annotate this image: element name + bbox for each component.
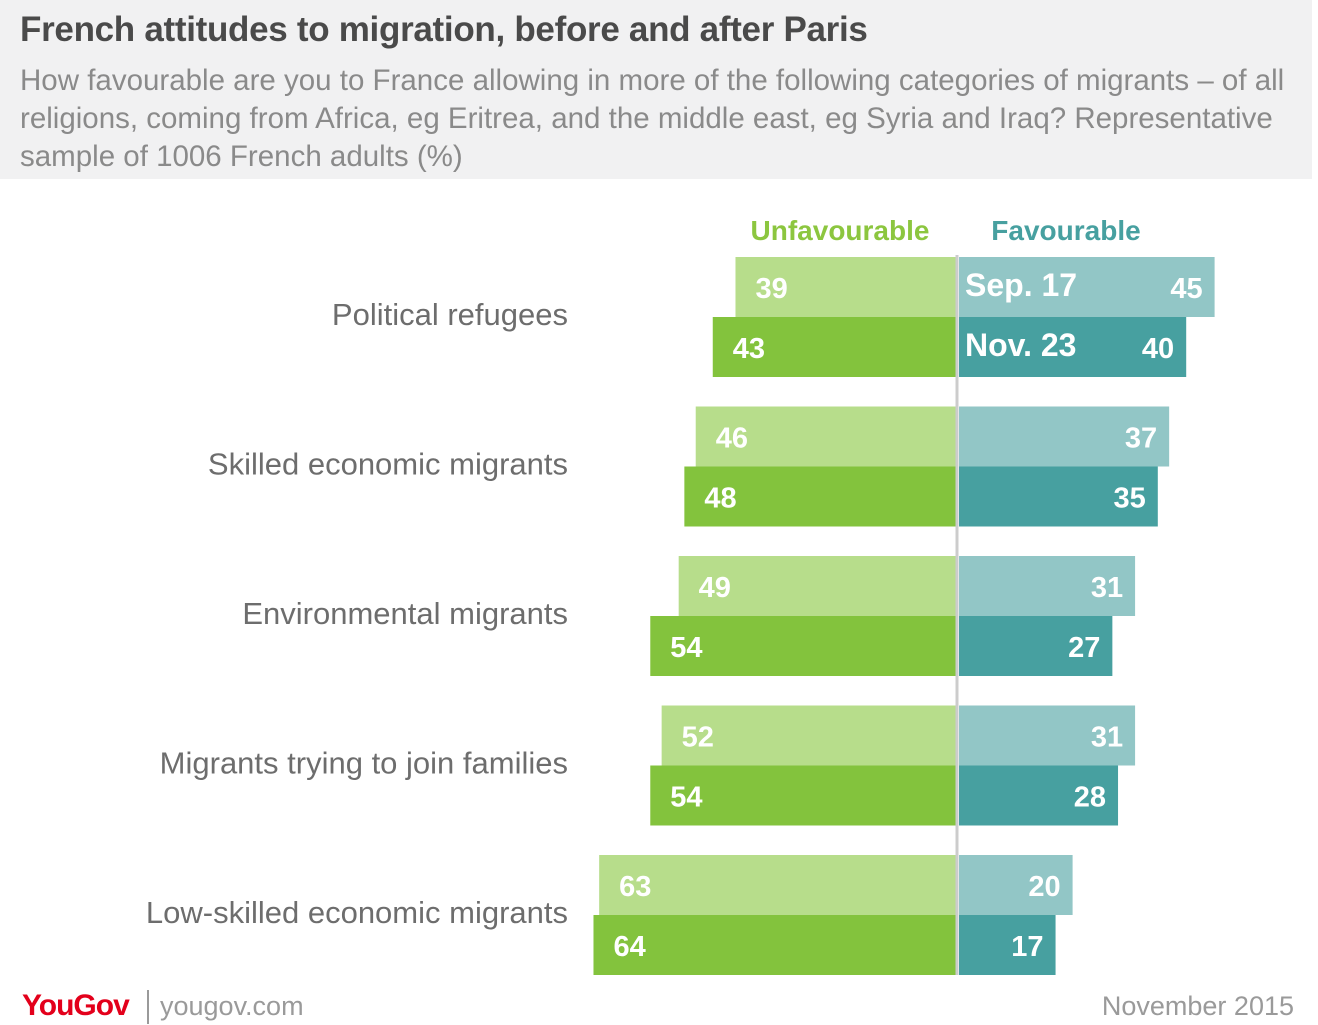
category-label: Environmental migrants bbox=[242, 596, 568, 631]
favourable-value-label: 45 bbox=[1170, 273, 1202, 305]
category-label: Migrants trying to join families bbox=[160, 746, 568, 781]
favourable-value-label: 17 bbox=[1011, 931, 1043, 963]
chart-header: French attitudes to migration, before an… bbox=[0, 0, 1312, 179]
favourable-bar-sep17 bbox=[959, 705, 1136, 766]
unfavourable-value-label: 43 bbox=[733, 333, 765, 365]
favourable-bar-nov23 bbox=[959, 317, 1187, 377]
footer-date: November 2015 bbox=[1101, 991, 1294, 1021]
favourable-heading: Favourable bbox=[991, 215, 1140, 246]
favourable-bar-sep17 bbox=[959, 556, 1136, 616]
yougov-logo: YouGov bbox=[22, 989, 130, 1022]
favourable-value-label: 31 bbox=[1091, 572, 1123, 604]
unfavourable-heading: Unfavourable bbox=[751, 215, 930, 246]
chart-title: French attitudes to migration, before an… bbox=[20, 10, 868, 49]
unfavourable-value-label: 63 bbox=[619, 871, 651, 903]
unfavourable-bar-sep17 bbox=[661, 705, 957, 766]
unfavourable-bar-sep17 bbox=[735, 257, 957, 317]
unfavourable-value-label: 64 bbox=[613, 931, 645, 963]
unfavourable-bar-sep17 bbox=[599, 855, 957, 915]
unfavourable-value-label: 49 bbox=[699, 572, 731, 604]
unfavourable-bar-nov23 bbox=[650, 616, 957, 676]
favourable-bar-sep17 bbox=[959, 855, 1073, 915]
unfavourable-value-label: 52 bbox=[682, 722, 714, 754]
unfavourable-value-label: 54 bbox=[670, 632, 702, 664]
favourable-value-label: 27 bbox=[1068, 632, 1100, 664]
category-label: Political refugees bbox=[332, 297, 568, 332]
favourable-value-label: 40 bbox=[1142, 333, 1174, 365]
series-label: Nov. 23 bbox=[965, 327, 1076, 363]
favourable-value-label: 20 bbox=[1028, 871, 1060, 903]
favourable-bar-nov23 bbox=[959, 616, 1113, 676]
footer-divider bbox=[147, 990, 149, 1024]
unfavourable-bar-nov23 bbox=[593, 915, 957, 975]
chart-subtitle: How favourable are you to France allowin… bbox=[20, 64, 1285, 173]
unfavourable-value-label: 46 bbox=[716, 423, 748, 455]
favourable-value-label: 31 bbox=[1091, 722, 1123, 754]
unfavourable-bar-nov23 bbox=[684, 466, 957, 527]
favourable-bar-nov23 bbox=[959, 915, 1056, 975]
unfavourable-bar-sep17 bbox=[678, 556, 957, 616]
unfavourable-value-label: 39 bbox=[755, 273, 787, 305]
favourable-bar-sep17 bbox=[959, 406, 1170, 467]
series-label: Sep. 17 bbox=[965, 267, 1077, 303]
category-label: Skilled economic migrants bbox=[208, 447, 568, 482]
favourable-bar-nov23 bbox=[959, 765, 1119, 826]
favourable-value-label: 37 bbox=[1125, 423, 1157, 455]
favourable-bar-sep17 bbox=[959, 257, 1215, 317]
unfavourable-value-label: 54 bbox=[670, 782, 702, 814]
footer-url: yougov.com bbox=[160, 991, 304, 1021]
favourable-bar-nov23 bbox=[959, 466, 1158, 527]
favourable-value-label: 35 bbox=[1114, 483, 1146, 515]
unfavourable-bar-nov23 bbox=[650, 765, 957, 826]
unfavourable-bar-sep17 bbox=[695, 406, 957, 467]
favourable-value-label: 28 bbox=[1074, 782, 1106, 814]
unfavourable-bar-nov23 bbox=[712, 317, 957, 377]
unfavourable-value-label: 48 bbox=[704, 483, 736, 515]
category-label: Low-skilled economic migrants bbox=[146, 895, 568, 930]
